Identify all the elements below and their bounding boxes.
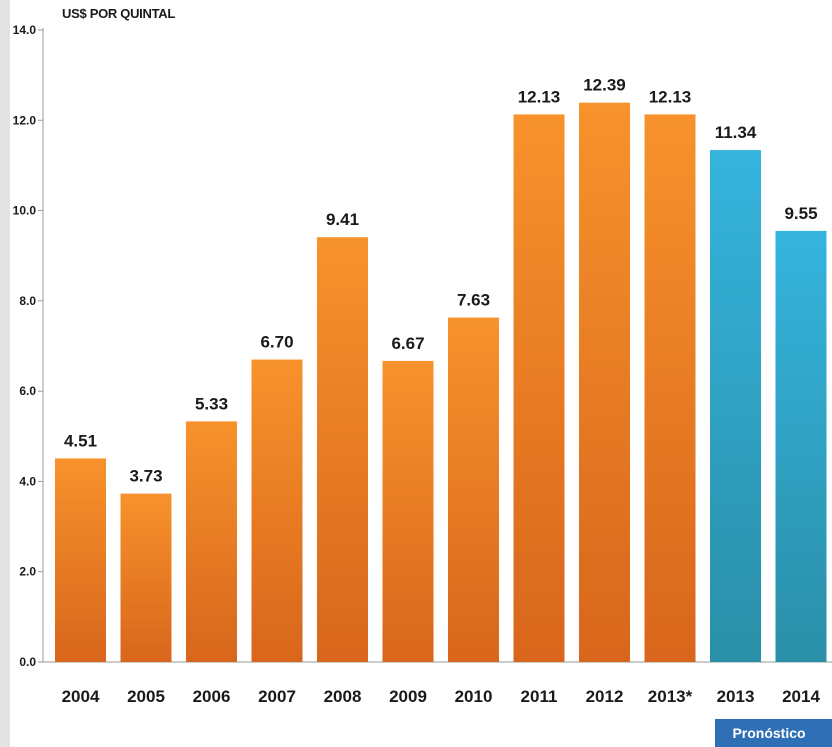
x-tick-label: 2005: [127, 687, 165, 706]
y-tick-label: 8.0: [19, 294, 36, 308]
y-tick-label: 12.0: [13, 113, 37, 127]
bar: [644, 114, 696, 663]
bar: [513, 114, 565, 663]
y-tick-label: 2.0: [19, 565, 36, 579]
x-tick-label: 2010: [455, 687, 493, 706]
data-label: 6.70: [260, 333, 293, 352]
data-label: 7.63: [457, 291, 490, 310]
x-tick-label: 2014: [782, 687, 820, 706]
data-label: 3.73: [129, 467, 162, 486]
bar: [55, 458, 106, 662]
x-tick-label: 2013: [717, 687, 755, 706]
forecast-bar: [775, 230, 827, 662]
bar: [448, 317, 499, 662]
bar: [579, 102, 630, 663]
x-tick-label: 2007: [258, 687, 296, 706]
x-tick-label: 2011: [521, 687, 558, 706]
y-axis-unit-label: US$ POR QUINTAL: [62, 6, 175, 21]
x-tick-label: 2013*: [648, 687, 693, 706]
x-tick-label: 2009: [389, 687, 427, 706]
data-label: 5.33: [195, 394, 228, 413]
data-label: 9.41: [326, 210, 359, 229]
x-tick-label: 2012: [586, 687, 624, 706]
bar: [382, 360, 434, 662]
data-label: 12.13: [518, 87, 561, 106]
data-label: 12.39: [583, 76, 626, 95]
y-tick-label: 10.0: [13, 204, 37, 218]
bar: [120, 493, 172, 662]
y-tick-label: 6.0: [19, 384, 36, 398]
data-label: 9.55: [784, 204, 817, 223]
y-tick-label: 14.0: [13, 23, 37, 37]
x-tick-label: 2006: [193, 687, 231, 706]
forecast-bar: [710, 150, 761, 662]
data-label: 12.13: [649, 87, 692, 106]
chart-axes: 0.0 2.0 4.0 6.0 8.0 10.0 12.0 14.0: [13, 23, 832, 669]
data-label-group: 4.51 3.73 5.33 6.70 9.41 6.67 7.63 12.13 12.39 12…: [64, 76, 818, 486]
data-label: 11.34: [715, 123, 757, 142]
bar: [251, 359, 303, 662]
x-tick-label: 2004: [62, 687, 100, 706]
bar-group: [55, 102, 827, 663]
data-label: 6.67: [391, 334, 424, 353]
y-tick-label: 4.0: [19, 474, 36, 488]
bar: [317, 237, 368, 662]
forecast-badge: Pronóstico: [715, 719, 832, 747]
x-tick-group: 2004 2005 2006 2007 2008 2009 2010 2011 2012 2013…: [62, 687, 821, 706]
data-label: 4.51: [64, 431, 97, 450]
left-border-strip: [0, 0, 10, 747]
y-tick-label: 0.0: [19, 655, 36, 669]
x-tick-label: 2008: [324, 687, 362, 706]
bar: [186, 421, 237, 662]
